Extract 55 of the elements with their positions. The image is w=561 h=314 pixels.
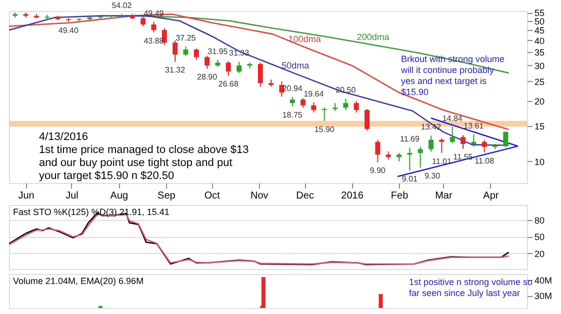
x-tick-label: Feb <box>390 190 409 202</box>
x-tick-label: 2016 <box>341 190 364 202</box>
annotation: 19.64 <box>304 89 324 98</box>
annotation: 18.75 <box>282 110 303 120</box>
y-tick-label: 80 <box>534 216 545 226</box>
y-tick-label: 40 <box>534 36 545 46</box>
annotation: 54.02 <box>112 1 132 10</box>
x-tick-label: Oct <box>204 190 220 202</box>
annotation: 9.30 <box>424 172 441 181</box>
chart-title: Volume 21.04M, EMA(20) 6.96M <box>13 276 144 286</box>
series-label: 200dma <box>356 32 390 42</box>
x-tick-label: Aug <box>110 190 128 202</box>
annotation: 28.90 <box>197 72 218 82</box>
annotation: 49.40 <box>58 26 79 35</box>
annotation: 20.50 <box>336 86 356 95</box>
annotation: Brkout with strong volume will it continue probably yes and next target is $15.90 <box>400 54 505 97</box>
annotation: 43.88 <box>144 36 164 46</box>
annotation: 1st positive n strong volume so far seen since July last year <box>409 277 533 298</box>
y-tick-label: 10 <box>534 156 545 167</box>
annotation: 9.01 <box>402 174 418 184</box>
annotation: 37.25 <box>176 34 196 43</box>
annotation: 9.90 <box>370 166 386 176</box>
y-tick-label: 50 <box>534 232 545 242</box>
x-tick-label: Jul <box>66 190 78 202</box>
x-tick-label: Apr <box>483 190 500 202</box>
annotation: 26.68 <box>218 80 239 89</box>
series-label: 50dma <box>282 60 310 71</box>
annotation: 11.69 <box>400 134 420 144</box>
y-tick-label: 45 <box>534 26 545 36</box>
annotation: 14.84 <box>442 114 463 123</box>
y-tick-label: 55 <box>534 8 545 18</box>
y-tick-label: 15 <box>534 121 545 132</box>
y-tick-label: 50 <box>534 16 545 26</box>
annotation: 31.95 <box>208 46 228 56</box>
y-tick-label: 35 <box>534 48 545 58</box>
y-tick-label: 30M <box>534 291 552 302</box>
series-label: 100dma <box>288 34 321 44</box>
x-tick-label: Nov <box>250 190 268 202</box>
annotation: 11.08 <box>474 156 495 166</box>
y-tick-label: 20 <box>534 96 545 106</box>
annotation: 13.61 <box>464 121 484 130</box>
x-tick-label: Mar <box>435 190 453 202</box>
annotation: 11.55 <box>453 152 474 162</box>
y-tick-label: 40M <box>534 276 552 286</box>
annotation: 31.32 <box>165 66 186 75</box>
annotation: 4/13/2016 1st time price managed to close above $13 and our buy point use tight stop and put your target $15.90 n $20.50 <box>39 131 249 182</box>
annotation: 11.01 <box>432 156 452 166</box>
x-tick-label: Dec <box>296 190 314 202</box>
y-tick-label: 30 <box>534 60 545 71</box>
y-tick-label: 25 <box>534 76 545 87</box>
x-tick-label: Sep <box>158 190 176 202</box>
y-tick-label: 20 <box>534 248 545 259</box>
chart-title: Fast STO %K(125) %D(3) 21.91, 15.41 <box>13 207 170 217</box>
annotation: 15.90 <box>314 124 335 134</box>
x-tick-label: Jun <box>18 190 34 202</box>
